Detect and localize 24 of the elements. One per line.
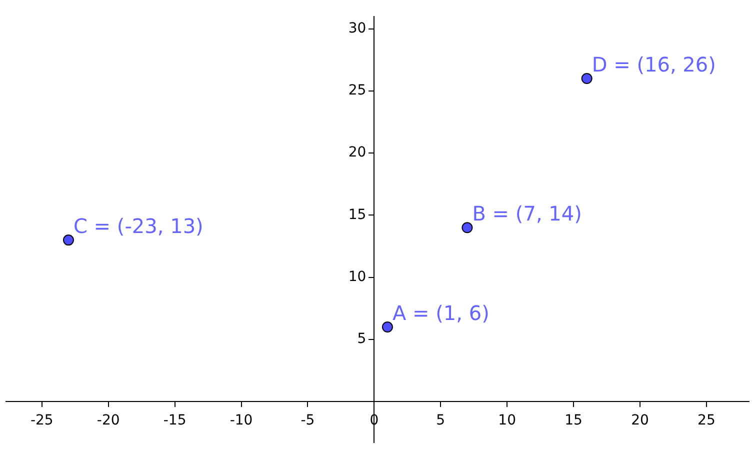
- y-tick-label: 10: [348, 268, 366, 285]
- annotation: B = (7, 14): [472, 202, 582, 226]
- x-tick-label: -25: [30, 412, 54, 429]
- point: [581, 73, 592, 84]
- x-tick-label: -10: [230, 412, 253, 429]
- x-tick-label: -15: [163, 412, 186, 429]
- x-tick-label: 20: [631, 412, 649, 429]
- x-tick-label: -20: [96, 412, 120, 429]
- y-tick-label: 20: [348, 144, 366, 161]
- x-tick-label: 15: [564, 412, 582, 429]
- y-tick-label: 25: [348, 82, 366, 99]
- point: [382, 322, 393, 333]
- annotation: C = (-23, 13): [73, 214, 204, 238]
- x-tick-label: 25: [698, 412, 716, 429]
- annotation: A = (1, 6): [392, 301, 490, 326]
- annotation: D = (16, 26): [592, 52, 716, 77]
- point: [62, 234, 74, 246]
- x-tick-label: 5: [436, 412, 446, 429]
- x-tick-label: -5: [300, 412, 315, 429]
- point: [462, 222, 473, 234]
- y-tick-label: 15: [348, 206, 366, 223]
- x-tick-label: 10: [498, 412, 516, 429]
- y-tick-label: 5: [357, 331, 366, 348]
- y-tick-label: 30: [348, 20, 366, 36]
